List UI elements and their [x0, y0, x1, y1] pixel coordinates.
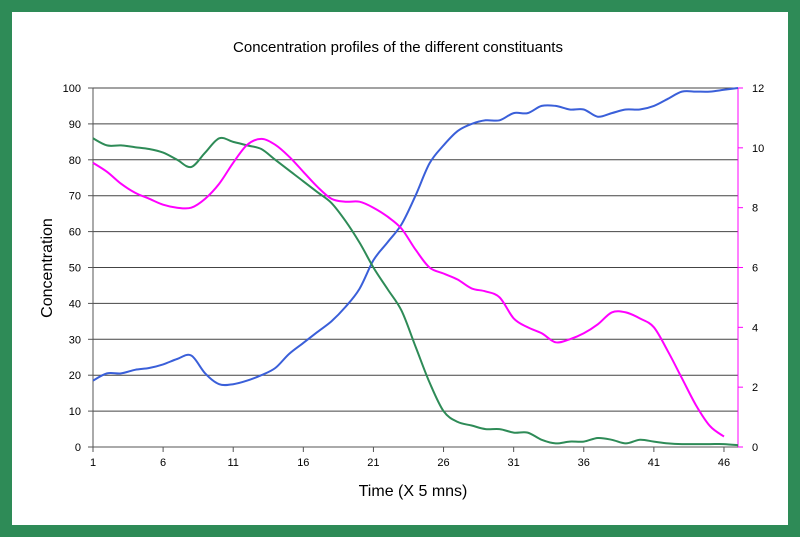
chart-frame: 0 10 20 30 40 50 60 70 80 90 100 0 2 4 6 8 10 12 1 6 11 16 2… [12, 12, 788, 525]
y-axis-label: Concentration [39, 218, 56, 318]
series-line-2 [92, 136, 739, 447]
y-axis-ticks: 0 10 20 30 40 50 60 70 80 90 100 [63, 83, 93, 454]
y2-tick-label: 2 [752, 382, 758, 394]
y2-tick-label: 8 [752, 203, 758, 215]
y-tick-label: 10 [69, 406, 81, 418]
y2-tick-label: 6 [752, 263, 758, 275]
x-tick-label: 36 [578, 457, 590, 469]
y-tick-label: 30 [69, 334, 81, 346]
y-tick-label: 60 [69, 227, 81, 239]
x-axis-ticks: 1 6 11 16 21 26 31 36 41 46 [90, 447, 730, 469]
x-axis-label: Time (X 5 mns) [359, 483, 468, 500]
x-tick-label: 11 [228, 457, 239, 469]
y-tick-label: 100 [63, 83, 81, 95]
y-tick-label: 90 [69, 119, 81, 131]
y2-tick-label: 0 [752, 442, 758, 454]
y2-axis-ticks: 0 2 4 6 8 10 12 [738, 83, 764, 454]
y2-tick-label: 4 [752, 322, 758, 334]
x-tick-label: 46 [718, 457, 730, 469]
y-tick-label: 20 [69, 370, 81, 382]
x-tick-label: 31 [508, 457, 520, 469]
y-tick-label: 80 [69, 155, 81, 167]
x-tick-label: 1 [90, 457, 96, 469]
y-tick-label: 0 [75, 442, 81, 454]
x-tick-label: 41 [648, 457, 660, 469]
x-tick-label: 26 [437, 457, 449, 469]
y-tick-label: 40 [69, 298, 81, 310]
gridlines [93, 87, 738, 412]
x-tick-label: 21 [367, 457, 379, 469]
y-tick-label: 50 [69, 263, 81, 275]
x-tick-label: 16 [297, 457, 309, 469]
x-tick-label: 6 [160, 457, 166, 469]
series-lines [92, 87, 739, 447]
series-line-1 [92, 87, 739, 387]
y2-tick-label: 12 [752, 83, 764, 95]
series-line-3 [92, 137, 725, 438]
y2-tick-label: 10 [752, 143, 764, 155]
y-tick-label: 70 [69, 191, 81, 203]
chart-title: Concentration profiles of the different … [233, 39, 563, 56]
